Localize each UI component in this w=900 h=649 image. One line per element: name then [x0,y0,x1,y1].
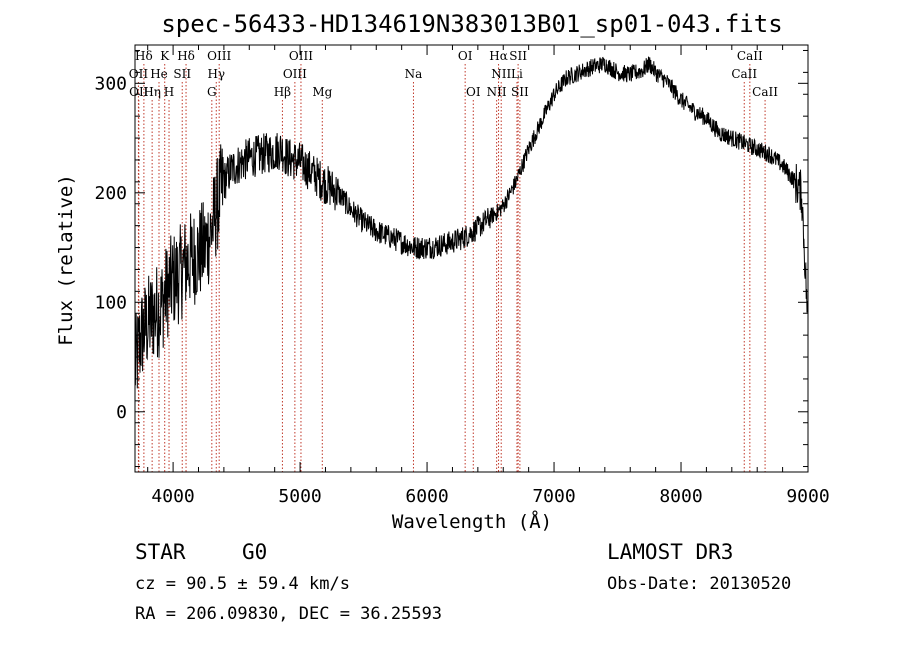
x-tick-label: 4000 [151,486,194,507]
line-label: H [164,85,174,99]
line-label: OIII [283,67,307,81]
coordinates: RA = 206.09830, DEC = 36.25593 [135,604,443,624]
line-label: OIII [289,49,313,63]
x-axis-label: Wavelength (Å) [392,510,552,533]
survey-name: LAMOST DR3 [607,540,734,564]
line-label: K [160,49,170,63]
y-tick-label: 100 [94,292,127,313]
y-axis-label: Flux (relative) [55,174,77,346]
object-subclass: G0 [242,540,268,564]
line-label: CaII [731,67,757,81]
line-label: CaII [752,85,778,99]
line-label: OI [466,85,481,99]
y-tick-label: 200 [94,183,127,204]
plot-frame [134,44,809,473]
line-label: CaII [737,49,763,63]
y-tick-label: 0 [116,402,127,423]
x-tick-label: 6000 [405,486,448,507]
x-tick-label: 9000 [786,486,829,507]
line-label: Na [405,67,423,81]
chart-title: spec-56433-HD134619N383013B01_sp01-043.f… [161,10,782,38]
obs-date: Obs-Date: 20130520 [607,574,792,594]
object-class: STAR [135,540,186,564]
line-label: OIII [207,49,231,63]
line-label: Hδ [177,49,195,63]
x-tick-label: 8000 [659,486,702,507]
line-label: SII [509,49,527,63]
line-label: SII [511,85,529,99]
line-label: NII [491,67,511,81]
redshift-info: cz = 90.5 ± 59.4 km/s [135,574,350,594]
spectrum-plot [134,56,809,389]
axes: 4000 5000 6000 7000 8000 9000 0 100 200 300 [94,45,830,507]
line-label: OII [129,85,149,99]
line-label: OII [129,67,149,81]
spectrum-series-line [134,56,809,389]
line-label: Hβ [274,85,291,99]
y-tick-label: 300 [94,73,127,94]
line-label: OI [458,49,473,63]
line-label: Hα [489,49,508,63]
line-label: Mg [312,85,332,99]
x-tick-label: 5000 [278,486,321,507]
line-label: NII [487,85,507,99]
line-label: G [207,85,217,99]
line-label: He [150,67,168,81]
line-label: Hη [143,85,161,99]
line-label: Li [511,67,523,81]
line-label: Hγ [207,67,225,81]
line-label: SII [173,67,191,81]
x-tick-label: 7000 [532,486,575,507]
line-label: Hδ [135,49,153,63]
